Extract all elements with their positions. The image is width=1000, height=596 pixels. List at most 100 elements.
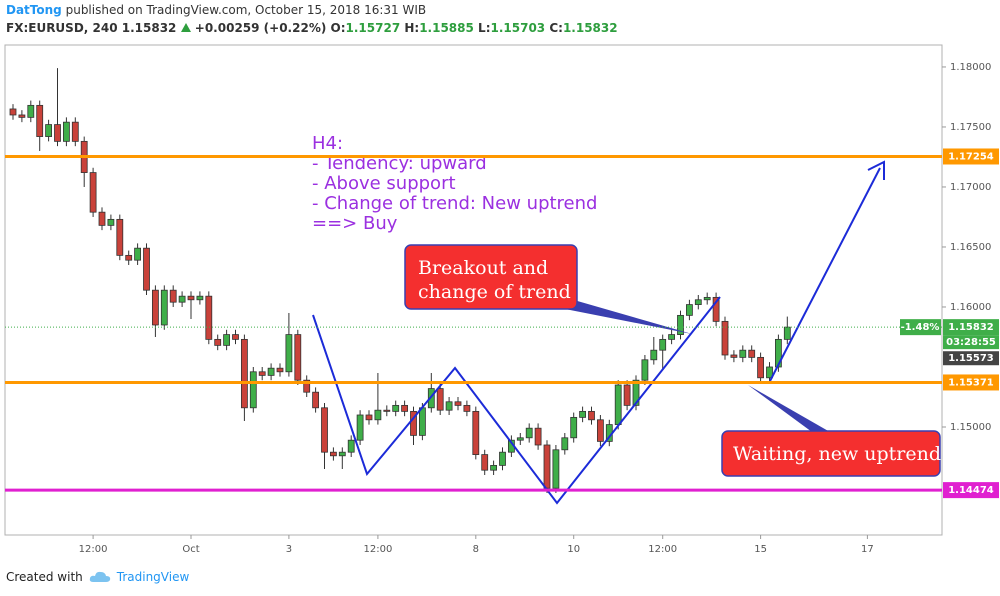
candle-body	[151, 289, 159, 326]
brand[interactable]: TradingView	[116, 570, 190, 584]
candle-body	[641, 359, 649, 381]
candle-body	[205, 295, 213, 340]
callout-text: Breakout and	[418, 257, 548, 279]
note-line: - Above support	[312, 173, 456, 194]
candle-body	[712, 296, 720, 322]
candle-body	[534, 427, 542, 446]
candle-body	[703, 296, 711, 301]
candle-body	[766, 366, 773, 379]
ohlc-value: 1.15727	[345, 21, 401, 35]
candle-body	[668, 334, 675, 340]
y-tick-label: 1.17500	[950, 122, 991, 133]
candle-body	[223, 334, 231, 346]
trend-line	[312, 296, 721, 505]
candle-body	[89, 172, 97, 213]
candle-body	[160, 289, 168, 326]
candle-body	[454, 401, 462, 406]
candle-body	[143, 247, 150, 291]
candle-body	[401, 404, 409, 412]
change-box	[900, 319, 941, 336]
note-line: ==> Buy	[312, 213, 398, 234]
candle-body	[597, 419, 604, 442]
candle-body	[463, 404, 471, 412]
y-tick-label: 1.16500	[950, 242, 991, 253]
note: H4: - Tendency: upward - Above support -…	[312, 133, 597, 234]
logo	[89, 571, 110, 582]
candle-body	[45, 124, 52, 137]
note-line: - Tendency: upward	[312, 153, 487, 174]
candle-body	[650, 349, 658, 361]
candle-body	[249, 371, 257, 409]
y-tick-label: 1.15000	[950, 422, 991, 433]
level-label-box	[943, 148, 999, 165]
candle-body	[18, 114, 26, 118]
callout-pointer	[560, 296, 692, 334]
plot-frame	[4, 44, 943, 536]
candle-body	[303, 379, 311, 393]
callout-text: change of trend	[418, 281, 571, 303]
ohlc-value: 1.15703	[490, 21, 546, 35]
x-tick-label: Oct	[182, 544, 199, 555]
level-label: 1.17254	[948, 151, 994, 162]
candle-body	[329, 451, 337, 457]
candle-body	[730, 354, 738, 358]
candle-body	[71, 121, 79, 142]
candle-body	[748, 349, 756, 358]
candle-body	[374, 409, 382, 421]
candle-body	[214, 338, 222, 346]
x-tick-label: 10	[567, 544, 580, 555]
countdown-label: 03:28:55	[946, 337, 996, 348]
candle-body	[267, 367, 275, 376]
candle-body	[196, 295, 204, 301]
last-price: 1.15832	[121, 21, 177, 35]
candle-body	[365, 414, 373, 421]
candle-body	[436, 388, 444, 411]
ohlc-label: H:	[404, 21, 420, 35]
publish-line: DatTong published on TradingView.com, Oc…	[6, 3, 426, 17]
candle-body	[258, 371, 266, 376]
ohlc-label: L:	[478, 21, 491, 35]
candle-body	[525, 427, 533, 439]
candle-body	[472, 410, 480, 455]
candle-body	[632, 379, 640, 406]
candle-body	[686, 304, 693, 316]
candle-body	[187, 295, 195, 301]
candle-body	[9, 108, 17, 116]
author[interactable]: DatTong	[6, 3, 62, 17]
candle-body	[552, 449, 560, 489]
callout-pointer	[748, 385, 830, 432]
candle-body	[134, 247, 142, 261]
candle-body	[321, 407, 328, 453]
created-with: Created with	[6, 570, 83, 584]
change-label: -1.48%	[901, 322, 940, 333]
symbol: FX:EURUSD, 240	[6, 21, 118, 35]
candle-body	[285, 334, 293, 373]
change: +0.00259 (+0.22%)	[194, 21, 327, 35]
candle-body	[614, 384, 622, 425]
note-line: H4:	[312, 133, 343, 154]
up-triangle	[180, 23, 191, 32]
callout-box	[721, 430, 941, 477]
candle-body	[721, 320, 729, 356]
candle-body	[276, 367, 284, 373]
level-label: 1.14474	[948, 485, 994, 496]
x-tick-label: 12:00	[363, 544, 392, 555]
x-tick-label: 3	[286, 544, 292, 555]
candle-body	[294, 334, 302, 381]
candle-body	[54, 124, 61, 142]
candle-body	[125, 254, 133, 261]
candle-body	[338, 451, 346, 457]
countdown-box	[943, 335, 999, 350]
trend-arrow	[769, 167, 881, 382]
candle-body	[659, 338, 667, 351]
candle-body	[356, 414, 364, 441]
level-label: 1.15371	[948, 377, 994, 388]
candle-body	[677, 314, 684, 335]
ohlc-value: 1.15832	[562, 21, 618, 35]
candle-body	[499, 451, 506, 466]
ohlc-label: C:	[549, 21, 563, 35]
callout-text: Waiting, new uptrend	[733, 443, 941, 465]
ohlc-label: O:	[330, 21, 346, 35]
marker-box	[943, 351, 999, 366]
candle-body	[178, 295, 186, 303]
